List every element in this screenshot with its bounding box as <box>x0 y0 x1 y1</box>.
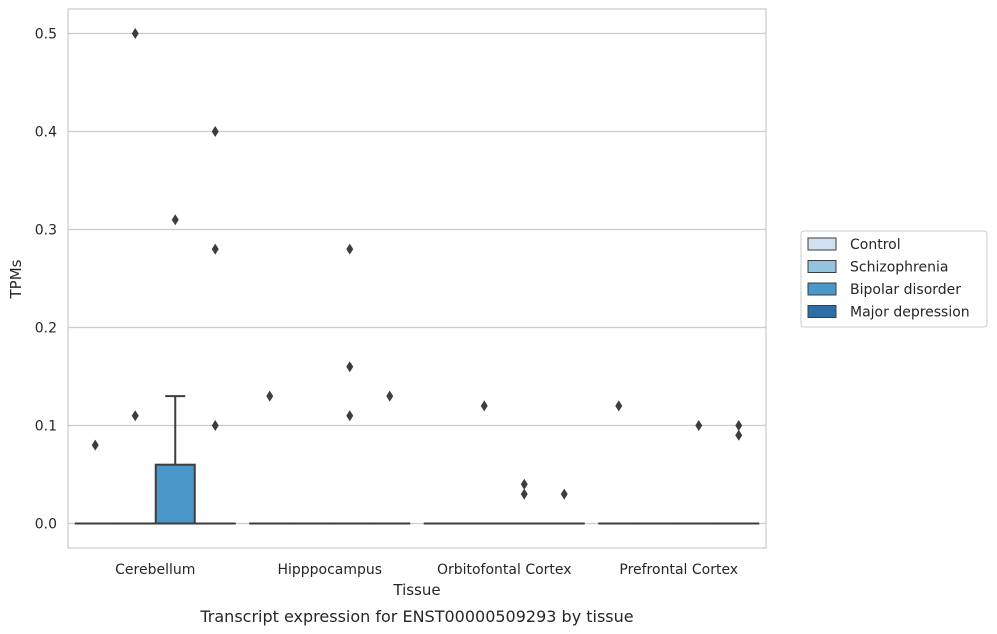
legend-swatch <box>807 237 837 251</box>
y-tick-label: 0.3 <box>35 223 57 239</box>
x-axis-label: Tissue <box>392 581 440 599</box>
y-tick-label: 0.0 <box>35 517 57 533</box>
outlier-point <box>346 410 354 422</box>
outlier-point <box>386 390 394 402</box>
outlier-point <box>695 420 703 431</box>
outlier-point <box>615 400 623 412</box>
outlier-point <box>735 420 743 431</box>
legend-swatch <box>807 282 837 296</box>
y-tick-label: 0.5 <box>35 27 57 43</box>
outliers <box>91 28 743 500</box>
x-axis-ticks: Cerebellum Hipppocampus Orbitofontal Corte… <box>115 562 738 578</box>
legend-label: Major depression <box>850 305 970 321</box>
legend-label: Schizophrenia <box>850 260 948 276</box>
box-bipolar-disorder <box>154 395 196 525</box>
x-tick-label: Orbitofontal Cortex <box>437 562 572 578</box>
outlier-point <box>211 243 219 255</box>
outlier-point <box>91 439 99 451</box>
legend-frame <box>800 230 988 328</box>
outlier-point <box>211 126 219 137</box>
y-tick-label: 0.2 <box>35 321 57 337</box>
y-tick-label: 0.1 <box>35 419 57 435</box>
legend-label: Bipolar disorder <box>850 282 961 298</box>
outlier-point <box>171 214 179 226</box>
y-axis-ticks: 0.0 0.1 0.2 0.3 0.4 0.5 <box>35 27 57 533</box>
legend-label: Control <box>850 237 901 253</box>
box-body <box>154 463 196 525</box>
legend-swatch <box>807 260 837 273</box>
outlier-point <box>480 400 488 412</box>
boxes <box>74 395 760 525</box>
outlier-point <box>131 28 139 39</box>
x-tick-label: Hipppocampus <box>277 562 382 578</box>
outlier-point <box>266 390 274 402</box>
outlier-point <box>735 429 743 441</box>
plot-frame <box>67 8 767 549</box>
x-tick-label: Prefrontal Cortex <box>619 562 738 578</box>
x-tick-label: Cerebellum <box>115 562 195 578</box>
gridlines <box>68 32 766 525</box>
y-axis-label: TPMs <box>7 259 25 299</box>
outlier-point <box>211 420 219 431</box>
outlier-point <box>560 488 568 500</box>
chart-caption: Transcript expression for ENST0000050929… <box>199 607 633 626</box>
outlier-point <box>520 478 528 490</box>
legend: Control Schizophrenia Bipolar disorder Majo… <box>800 230 988 328</box>
y-tick-label: 0.4 <box>35 125 57 141</box>
outlier-point <box>346 243 354 255</box>
outlier-point <box>346 361 354 373</box>
outlier-point <box>131 410 139 422</box>
legend-swatch <box>807 305 837 318</box>
outlier-point <box>520 488 528 500</box>
